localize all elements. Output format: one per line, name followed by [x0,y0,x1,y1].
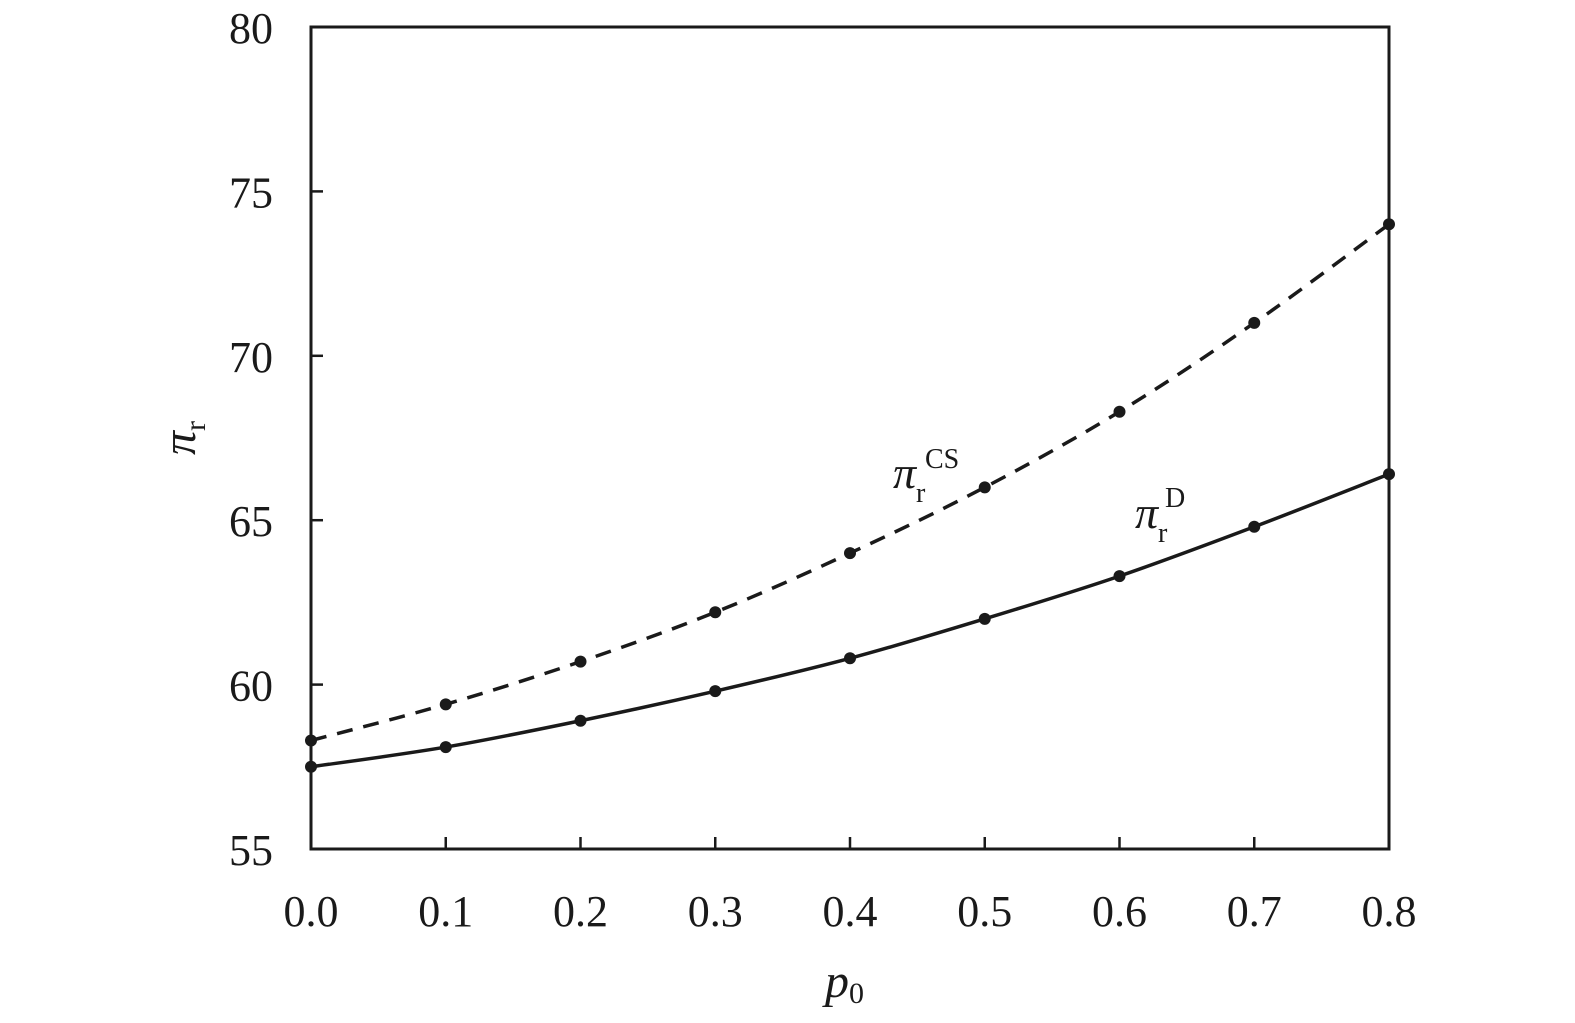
y-tick-label: 60 [229,662,273,711]
y-tick-label: 55 [229,826,273,875]
y-tick-label: 80 [229,4,273,53]
data-point [1113,570,1126,583]
x-tick-label: 0.4 [823,887,878,936]
data-point [1248,520,1261,533]
y-tick-label: 75 [229,168,273,217]
x-axis-subscript: 0 [849,977,864,1010]
series-d-subscript: r [1158,518,1168,549]
series-label-cs: πrCS [893,444,959,509]
data-point [844,652,856,665]
x-tick-label: 0.2 [553,887,608,936]
x-tick-label: 0.5 [957,887,1012,936]
series-layer [305,218,1395,773]
y-tick-label: 65 [229,497,273,546]
y-axis-subscript: r [179,421,212,431]
y-axis-title: πr [153,421,212,455]
series-cs-superscript: CS [925,444,959,475]
series-cs-symbol: π [893,447,918,498]
x-tick-label: 0.3 [688,887,743,936]
x-tick-label: 0.6 [1092,887,1147,936]
data-point [1113,405,1126,418]
plot-frame [309,25,1391,851]
x-tick-label: 0.8 [1362,887,1417,936]
data-point [439,698,452,711]
ticks-layer: 0.0 0.1 0.2 0.3 0.4 0.5 0.6 0.7 0.8 55 60 65 70 75 80 [229,4,1417,936]
x-axis-symbol: p [822,955,849,1008]
x-tick-label: 0.1 [418,887,473,936]
data-point [709,606,722,619]
series-line-1 [310,472,1390,769]
series-label-d: πrD [1135,483,1185,549]
data-point [574,655,587,668]
data-point [978,612,991,625]
series-cs-subscript: r [916,478,926,509]
data-point [709,685,722,698]
data-point [978,481,991,494]
y-axis-symbol: π [153,429,206,455]
series-d-superscript: D [1165,483,1185,514]
series-d-symbol: π [1135,487,1160,538]
data-point [439,741,452,754]
y-tick-label: 70 [229,333,273,382]
x-tick-label: 0.7 [1227,887,1282,936]
x-axis-title: p0 [822,955,864,1010]
data-point [844,547,856,560]
x-tick-label: 0.0 [284,887,339,936]
data-point [1248,316,1261,329]
data-point [574,714,587,727]
